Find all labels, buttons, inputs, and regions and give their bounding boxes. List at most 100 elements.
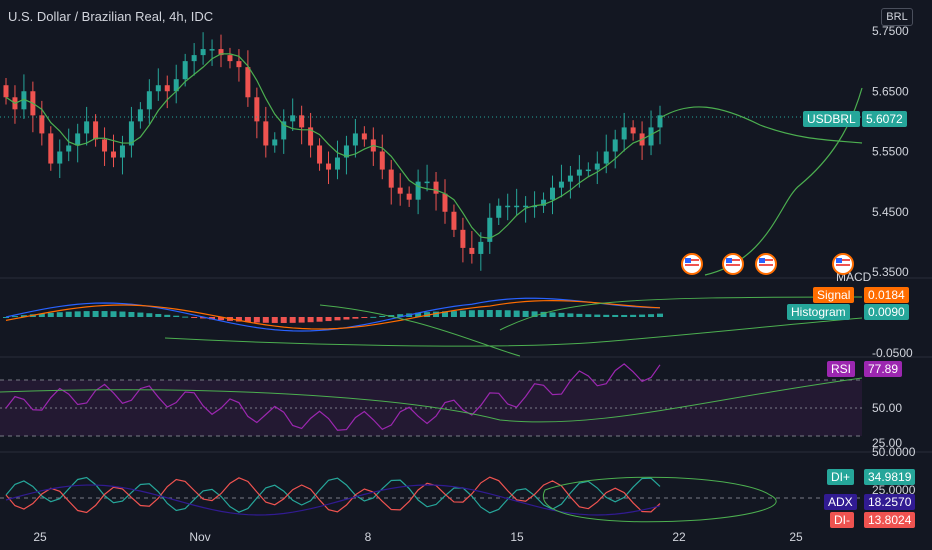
rsi-line: [5, 363, 661, 431]
macd-histogram-bar: [630, 314, 637, 317]
macd-histogram-bar: [128, 311, 135, 317]
us-flag-icon[interactable]: [832, 253, 854, 275]
adx-label-tag: ADX: [824, 494, 857, 510]
macd-histogram-bar: [101, 311, 108, 317]
candle-body: [505, 205, 511, 208]
candle-body: [128, 121, 134, 146]
candle-body: [227, 55, 233, 62]
macd-histogram-bar: [531, 311, 538, 317]
candle-body: [433, 181, 439, 194]
macd-histogram-bar: [468, 310, 475, 317]
macd-histogram-bar: [20, 315, 27, 317]
candle-body: [191, 55, 197, 62]
projection-curve: [659, 106, 863, 144]
macd-histogram-bar: [200, 317, 207, 319]
macd-histogram-bar: [164, 314, 171, 317]
moving-average-line: [5, 53, 661, 239]
macd-histogram-bar: [450, 311, 457, 317]
macd-histogram-bar: [155, 313, 162, 317]
macd-histogram-bar: [612, 314, 619, 317]
candle-body: [388, 169, 394, 188]
macd-histogram-bar: [657, 313, 663, 317]
macd-histogram-bar: [235, 317, 242, 322]
macd-histogram-bar: [209, 317, 216, 320]
macd-histogram-bar: [119, 311, 126, 317]
us-flag-icon[interactable]: [755, 253, 777, 275]
time-axis-tick: 22: [672, 530, 686, 544]
dmi-axis-tick: 25.0000: [872, 483, 916, 497]
candle-body: [523, 205, 529, 208]
macd-histogram-bar: [639, 314, 646, 317]
candle-body: [621, 127, 627, 140]
candle-body: [200, 49, 206, 56]
macd-histogram-bar: [361, 317, 368, 318]
macd-histogram-bar: [441, 311, 448, 317]
macd-histogram-bar: [415, 312, 422, 317]
candle-body: [119, 145, 125, 158]
adx-value-tag: 18.2570: [864, 494, 916, 510]
macd-histogram-bar: [307, 317, 314, 323]
di-minus-label-tag: DI-: [830, 512, 854, 528]
candle-body: [334, 157, 340, 170]
macd-histogram-bar: [370, 316, 377, 318]
candle-body: [182, 61, 188, 80]
macd-histogram-bar: [433, 311, 440, 317]
di-minus-line: [5, 476, 661, 514]
candle-body: [406, 193, 412, 200]
candle-body: [254, 97, 260, 122]
rsi-axis-tick: 25.00: [872, 436, 902, 450]
macd-histogram-bar: [603, 314, 610, 317]
macd-histogram-bar: [74, 311, 81, 317]
candle-body: [57, 151, 63, 164]
macd-histogram-bar: [424, 312, 431, 317]
candle-body: [164, 85, 170, 92]
candle-body: [218, 49, 224, 56]
macd-histogram-bar: [343, 317, 350, 320]
macd-histogram-bar: [549, 312, 556, 317]
macd-histogram-bar: [218, 317, 225, 321]
candle-body: [460, 229, 466, 248]
symbol-tag: USDBRL: [803, 111, 860, 127]
candle-body: [299, 115, 305, 128]
candle-body: [541, 199, 547, 206]
macd-histogram-bar: [316, 317, 323, 322]
macd-histogram-bar: [137, 312, 144, 317]
chart-title: U.S. Dollar / Brazilian Real, 4h, IDC: [8, 9, 214, 24]
macd-histogram-bar: [522, 310, 529, 317]
candle-body: [236, 61, 242, 68]
macd-curve: [319, 304, 521, 357]
macd-histogram-bar: [11, 316, 18, 318]
di-plus-line: [5, 476, 661, 514]
time-axis-tick: 25: [789, 530, 803, 544]
us-flag-icon[interactable]: [722, 253, 744, 275]
macd-histogram-bar: [334, 317, 341, 321]
candle-body: [245, 67, 251, 98]
currency-badge[interactable]: BRL: [881, 8, 913, 26]
candle-body: [272, 139, 278, 146]
candle-body: [146, 91, 152, 110]
di-minus-value-tag: 13.8024: [864, 512, 916, 528]
candle-body: [361, 133, 367, 140]
macd-histogram-bar: [146, 313, 153, 317]
candlestick-series: [3, 32, 663, 271]
macd-histogram-bar: [477, 310, 484, 317]
candle-body: [84, 121, 90, 134]
di-plus-label-tag: DI+: [827, 469, 855, 485]
time-axis-tick: 15: [510, 530, 524, 544]
macd-histogram-bar: [110, 311, 117, 317]
macd-histogram-bar: [182, 316, 189, 318]
us-flag-icon[interactable]: [681, 253, 703, 275]
time-axis-tick: Nov: [189, 530, 210, 544]
histogram-value-tag: 0.0090: [864, 304, 909, 320]
candle-body: [549, 187, 555, 200]
candle-body: [558, 181, 564, 188]
macd-histogram-bar: [648, 314, 655, 317]
candle-body: [424, 181, 430, 184]
macd-histogram-bar: [594, 314, 601, 317]
signal-line: [5, 300, 661, 330]
macd-axis-tick: -0.0500: [872, 346, 913, 360]
candle-body: [352, 133, 358, 146]
macd-histogram-bar: [47, 312, 54, 317]
macd-histogram-bar: [621, 314, 628, 317]
